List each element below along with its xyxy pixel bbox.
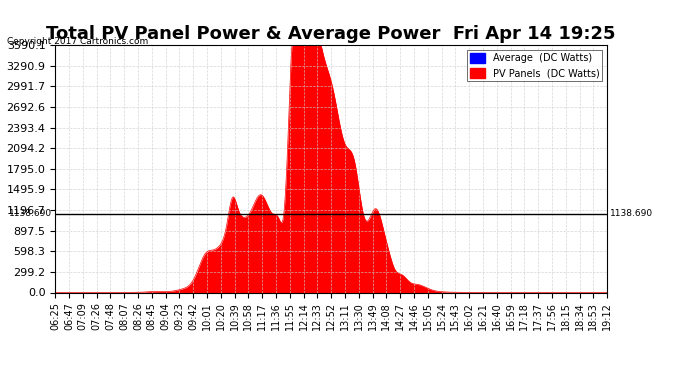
Text: 1138.690: 1138.690	[9, 210, 52, 219]
Legend: Average  (DC Watts), PV Panels  (DC Watts): Average (DC Watts), PV Panels (DC Watts)	[467, 50, 602, 81]
Title: Total PV Panel Power & Average Power  Fri Apr 14 19:25: Total PV Panel Power & Average Power Fri…	[46, 26, 616, 44]
Text: Copyright 2017 Cartronics.com: Copyright 2017 Cartronics.com	[7, 38, 148, 46]
Text: 1138.690: 1138.690	[610, 210, 653, 219]
